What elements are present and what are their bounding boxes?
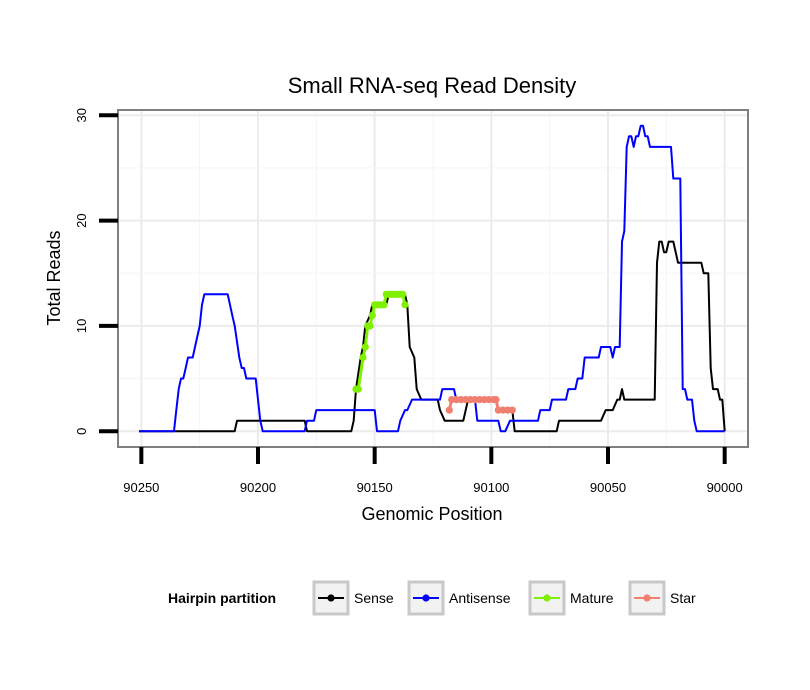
legend-key-dot-sense [327,594,335,602]
legend-title: Hairpin partition [168,590,276,606]
x-tick-label: 90200 [240,480,276,495]
x-tick-label: 90150 [357,480,393,495]
legend-label-star: Star [670,590,696,606]
series-point-mature [359,353,367,362]
series-point-mature [399,290,407,298]
series-point-mature [361,343,369,351]
y-tick-label: 30 [74,108,89,122]
x-tick-label: 90250 [123,480,159,495]
legend-label-mature: Mature [570,590,614,606]
series-line-sense [139,240,726,433]
series-point-star [492,396,500,404]
x-axis-title: Genomic Position [361,504,502,524]
legend-key-dot-star [643,594,651,602]
axes: 90250 90200 90150 90100 90050 90000 0 10 20 30 [74,108,743,495]
legend-label-antisense: Antisense [449,590,511,606]
legend: Hairpin partition Sense Antisense Mature St… [168,580,696,616]
chart-title: Small RNA-seq Read Density [288,73,577,98]
legend-key-dot-antisense [422,594,430,602]
series-point-mature [368,311,376,319]
plot-series [139,124,726,433]
legend-label-sense: Sense [354,590,394,606]
y-axis-title: Total Reads [44,230,64,325]
series-line-antisense [139,124,725,433]
legend-key-dot-mature [543,594,551,602]
x-tick-label: 90050 [590,480,626,495]
y-tick-label: 10 [74,319,89,333]
series-point-mature [401,301,409,309]
x-tick-label: 90000 [707,480,743,495]
y-tick-label: 0 [74,428,89,435]
series-point-star [508,406,516,414]
x-tick-label: 90100 [473,480,509,495]
grid [118,110,748,447]
series-point-mature [354,385,362,393]
y-tick-label: 20 [74,213,89,227]
series-point-mature [366,322,374,330]
plot-panel-border [117,109,749,448]
series-point-mature [380,301,388,309]
series-point-star [445,406,453,414]
